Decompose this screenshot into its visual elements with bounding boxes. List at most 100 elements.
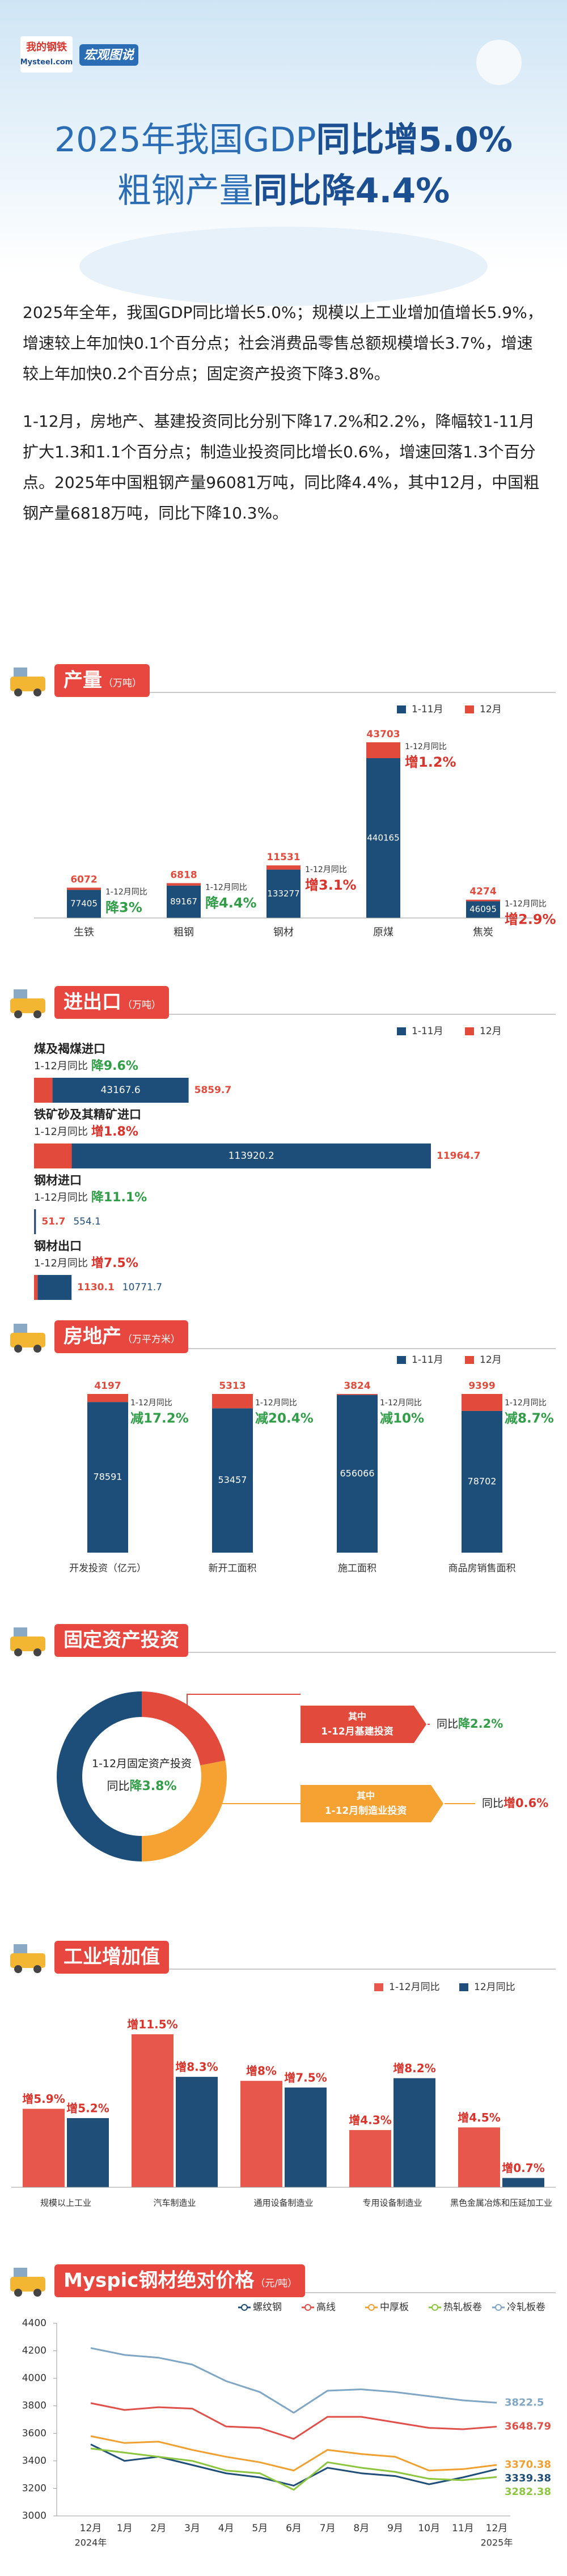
bar-segment (462, 1410, 502, 1553)
icon-part (14, 1965, 22, 1973)
value-label: 89167 (170, 896, 197, 907)
change-caption: 1-12月同比 (34, 1126, 88, 1138)
end-label: 3648.79 (505, 2420, 551, 2432)
legend-swatch (374, 1983, 383, 1991)
title-emphasis: 同比降4.4% (253, 171, 450, 211)
icon-part (14, 668, 27, 678)
legend-label: 1-11月 (412, 1026, 443, 1037)
bar (67, 2118, 109, 2187)
icon-part (10, 677, 45, 691)
x-tick-label: 7月 (320, 2523, 336, 2534)
category-label: 生铁 (74, 926, 94, 938)
x-tick-label: 12月 (486, 2523, 508, 2534)
icon-part (10, 1953, 45, 1968)
bar (23, 2109, 65, 2187)
bar (240, 2081, 282, 2187)
category-label: 黑色金属冶炼和压延加工业 (450, 2198, 552, 2208)
bar-segment (34, 1275, 38, 1300)
x-tick-label: 9月 (387, 2523, 403, 2534)
value-label: 增8% (246, 2064, 277, 2078)
legend-swatch (465, 705, 474, 713)
section-icon (10, 668, 45, 696)
section-icon (10, 1324, 45, 1353)
section-icon (10, 989, 45, 1018)
value-label: 9399 (468, 1380, 495, 1392)
bar-segment (212, 1394, 253, 1409)
section-title: 固定资产投资 (64, 1629, 179, 1652)
section-label-box (54, 1320, 188, 1353)
donut-segment (142, 1691, 226, 1766)
x-tick-label: 1月 (117, 2523, 133, 2534)
x-tick-label: 10月 (418, 2523, 440, 2534)
category-label: 施工面积 (338, 1563, 376, 1574)
bar-segment (266, 865, 301, 870)
bar-segment (37, 1275, 72, 1300)
bar (502, 2178, 544, 2187)
category-label: 焦炭 (473, 926, 493, 938)
legend-swatch (431, 2304, 438, 2311)
bar-segment (462, 1394, 502, 1411)
section-label-box (54, 1941, 169, 1974)
value-label: 78591 (94, 1472, 122, 1482)
x-tick-label: 5月 (252, 2523, 268, 2534)
value-label: 6818 (170, 870, 197, 881)
price-line (90, 2447, 497, 2491)
value-label: 43167.6 (100, 1085, 140, 1096)
value-label: 656066 (340, 1468, 374, 1478)
icon-part (14, 989, 27, 1000)
category-label: 汽车制造业 (153, 2198, 196, 2208)
y-tick-label: 3800 (22, 2400, 46, 2412)
change-value: 增1.2% (405, 754, 456, 770)
logo-box (20, 36, 73, 73)
bar-segment (266, 869, 301, 918)
icon-part (14, 688, 22, 696)
x-tick-label: 2月 (150, 2523, 166, 2534)
end-label: 3370.38 (505, 2459, 551, 2471)
x-sublabel: 2024年 (75, 2537, 107, 2548)
category-label: 煤及褐煤进口 (34, 1042, 105, 1056)
value-label: 4197 (94, 1380, 121, 1392)
icon-part (14, 1345, 22, 1353)
bar (393, 2078, 435, 2187)
legend-label: 12月同比 (474, 1982, 515, 1993)
value-label: 440165 (367, 832, 399, 843)
category-label: 新开工面积 (209, 1563, 257, 1574)
change-value: 增2.9% (505, 912, 556, 928)
value-label: 43703 (366, 729, 400, 740)
value-label: 78702 (468, 1476, 497, 1486)
logo-cn: 我的钢铁 (26, 41, 67, 53)
legend-swatch (368, 2304, 375, 2311)
callout-caption: 同比 (482, 1797, 503, 1810)
header-decor (476, 40, 522, 85)
legend-label: 高线 (316, 2302, 336, 2313)
center-label: 1-12月固定资产投资 (92, 1758, 192, 1770)
paragraph: 1-12月，房地产、基建投资同比分别下降17.2%和2.2%，降幅较1-11月扩… (23, 412, 540, 522)
price-line (90, 2347, 497, 2414)
bar-segment (67, 887, 101, 890)
category-label: 粗钢 (174, 926, 194, 938)
change-caption: 1-12月同比 (34, 1060, 88, 1072)
y-tick-label: 3400 (22, 2455, 46, 2467)
center-change: 降3.8% (129, 1779, 176, 1793)
icon-part (10, 1636, 45, 1651)
callout-label: 其中 (348, 1711, 366, 1722)
value-label: 11964.7 (437, 1150, 480, 1162)
legend-label: 1-12月同比 (389, 1982, 440, 1993)
value-label: 4274 (469, 886, 496, 898)
callout-change: 降2.2% (458, 1717, 503, 1731)
value-label: 增4.3% (349, 2114, 391, 2127)
legend-swatch (397, 1356, 406, 1364)
bar-segment (366, 758, 400, 918)
value-label: 增11.5% (127, 2018, 177, 2031)
section-title: 产量 (64, 669, 102, 692)
callout-box (301, 1785, 443, 1822)
intro: 2025年全年，我国GDP同比增长5.0%；规模以上工业增加值增长5.9%，增速… (23, 297, 544, 546)
donut-segment (57, 1691, 142, 1861)
bar-segment (212, 1408, 253, 1553)
change-caption: 1-12月同比 (505, 1398, 547, 1408)
legend-label: 螺纹钢 (253, 2302, 282, 2313)
callout-text: 1-12月基建投资 (321, 1725, 393, 1737)
value-label: 增5.2% (66, 2101, 109, 2115)
change-value: 增7.5% (91, 1256, 138, 1270)
icon-part (14, 2268, 27, 2278)
